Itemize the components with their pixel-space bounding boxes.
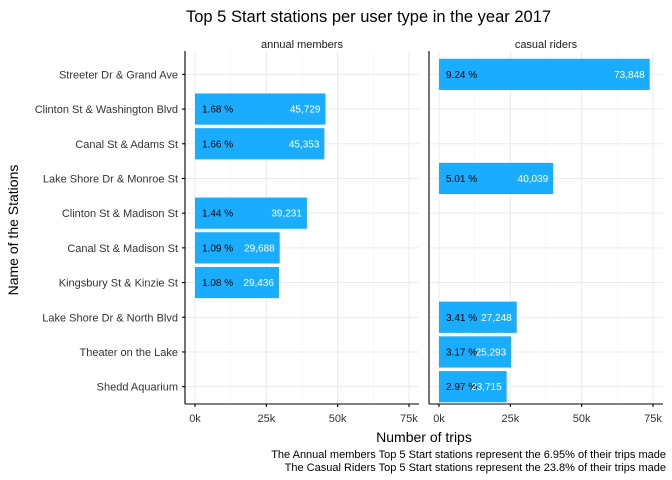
bar: [195, 197, 307, 229]
y-tick-label: Lake Shore Dr & North Blvd: [42, 312, 178, 324]
bar-group: 2.97 %23,715: [439, 371, 507, 403]
x-tick-label: 25k: [501, 413, 519, 425]
bar-percent-label: 9.24 %: [446, 70, 477, 81]
panel-strip-label: annual members: [261, 39, 343, 51]
bar-value-label: 73,848: [614, 70, 645, 81]
bar-group: 1.66 % 45,353: [195, 128, 325, 160]
bar-value-label: 40,039: [518, 174, 549, 185]
y-axis-labels: Streeter Dr & Grand Ave Clinton St & Wash…: [35, 69, 185, 394]
y-tick-label: Shedd Aquarium: [97, 382, 178, 394]
bar-percent-label: 5.01 %: [446, 174, 477, 185]
bar-group: 5.01 % 40,039: [439, 162, 554, 195]
bar-percent-label: 1.44 %: [202, 209, 233, 220]
panel-strip-label: casual riders: [515, 39, 578, 51]
bar-value-label: 27,248: [481, 313, 512, 324]
caption-line-2: The Casual Riders Top 5 Start stations r…: [285, 462, 666, 474]
bar-group: 3.17 %25,293: [439, 336, 512, 368]
bar-percent-label: 1.66 %: [202, 139, 233, 150]
bar-group: 1.08 % 29,436: [195, 266, 279, 299]
y-tick-label: Clinton St & Madison St: [62, 208, 178, 220]
bar-value-label: 29,688: [244, 243, 275, 254]
bar: [439, 336, 512, 368]
bar-percent-label: 2.97 %: [446, 382, 477, 393]
bar-percent-label: 1.09 %: [202, 243, 233, 254]
x-tick-label: 25k: [257, 413, 275, 425]
bar: [195, 232, 280, 264]
x-tick-label: 50k: [573, 413, 591, 425]
x-axis-title: Number of trips: [376, 429, 472, 445]
y-tick-label: Kingsbury St & Kinzie St: [59, 278, 178, 290]
x-tick-label: 75k: [644, 413, 662, 425]
y-axis-title: Name of the Stations: [5, 165, 21, 296]
y-tick-label: Canal St & Adams St: [75, 139, 178, 151]
bar-percent-label: 3.41 %: [446, 313, 477, 324]
bar-value-label: 45,353: [289, 139, 320, 150]
x-tick-label: 75k: [400, 413, 418, 425]
bar-group: 9.24 % 73,848: [439, 58, 650, 90]
bar-group: 1.44 % 39,231: [195, 197, 307, 229]
bar: [439, 301, 517, 333]
bar-group: 3.41 % 27,248: [439, 301, 517, 333]
bar: [195, 93, 326, 125]
panel-2: casual riders 0k 25k 50k 75k 9.24 % 73,848 5.01…: [428, 39, 663, 425]
y-tick-label: Streeter Dr & Grand Ave: [59, 69, 178, 81]
bar-percent-label: 1.08 %: [202, 278, 233, 289]
bar-group: 1.09 % 29,688: [195, 232, 280, 264]
y-tick-label: Clinton St & Washington Blvd: [35, 104, 178, 116]
bar-group: 1.68 % 45,729: [195, 93, 326, 125]
bar: [195, 266, 279, 299]
x-tick-label: 0k: [433, 413, 445, 425]
x-tick-label: 0k: [189, 413, 201, 425]
bar-value-label: 25,293: [476, 347, 507, 358]
bar: [439, 162, 554, 195]
bar-value-label: 45,729: [290, 105, 321, 116]
bar-value-label: 39,231: [271, 209, 302, 220]
x-tick-label: 50k: [329, 413, 347, 425]
caption-line-1: The Annual members Top 5 Start stations …: [271, 449, 666, 461]
bar: [195, 128, 325, 160]
bar: [439, 371, 507, 403]
bar-value-label: 29,436: [243, 278, 274, 289]
y-tick-label: Theater on the Lake: [80, 347, 178, 359]
bar-value-label: 23,715: [471, 382, 502, 393]
bar-percent-label: 3.17 %: [446, 347, 477, 358]
y-tick-label: Canal St & Madison St: [67, 243, 178, 255]
y-tick-label: Lake Shore Dr & Monroe St: [43, 173, 178, 185]
bar-percent-label: 1.68 %: [202, 105, 233, 116]
bar: [439, 58, 650, 90]
chart-title: Top 5 Start stations per user type in th…: [186, 8, 551, 26]
